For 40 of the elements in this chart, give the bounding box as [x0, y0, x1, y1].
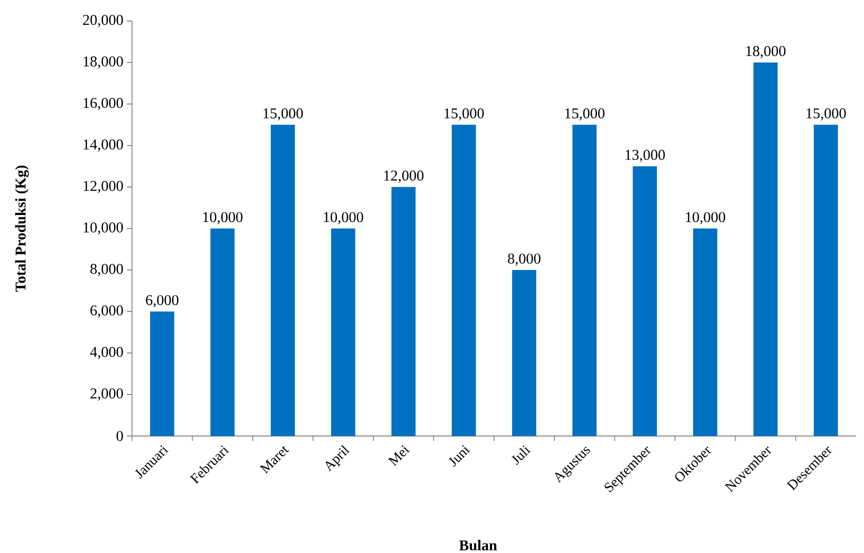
data-label: 13,000 — [626, 150, 665, 162]
y-axis-title: Total Produksi (Kg) — [15, 166, 29, 292]
bar — [331, 228, 356, 436]
data-label: 15,000 — [565, 108, 604, 121]
bar — [452, 124, 476, 436]
data-label: 8,000 — [508, 254, 540, 266]
bar — [572, 124, 597, 436]
y-tick-label: 8,000 — [90, 264, 123, 276]
bar — [150, 312, 174, 436]
y-tick-label: 12,000 — [84, 180, 123, 194]
data-label: 15,000 — [264, 108, 303, 121]
bar — [753, 62, 778, 436]
data-label: 6,000 — [146, 295, 178, 308]
data-label: 10,000 — [686, 212, 726, 224]
x-tick-label: Juni — [448, 445, 470, 467]
y-tick-label: 0 — [116, 430, 123, 442]
data-label: 10,000 — [203, 212, 242, 224]
bar — [632, 166, 657, 436]
data-label: 15,000 — [444, 108, 484, 121]
bar — [210, 228, 235, 436]
data-label: 15,000 — [806, 108, 846, 121]
y-tick-label: 4,000 — [90, 346, 123, 360]
bar — [512, 270, 536, 436]
x-tick-label: Juli — [511, 446, 531, 465]
data-label: 12,000 — [384, 170, 424, 183]
y-tick-label: 18,000 — [84, 56, 123, 69]
y-tick-label: 6,000 — [90, 305, 123, 318]
x-tick-label: Mei — [388, 445, 410, 466]
y-tick-label: 2,000 — [90, 388, 123, 401]
bar — [270, 124, 295, 436]
y-tick-label: 10,000 — [84, 222, 123, 235]
y-tick-label: 14,000 — [84, 139, 123, 152]
y-tick-label: 20,000 — [83, 14, 123, 28]
bar — [693, 228, 718, 436]
x-axis-title: Bulan — [459, 540, 497, 550]
y-tick-label: 16,000 — [84, 98, 123, 110]
data-label: 10,000 — [324, 212, 364, 224]
bar — [391, 186, 416, 436]
data-label: 18,000 — [746, 46, 786, 58]
bar — [814, 124, 838, 436]
